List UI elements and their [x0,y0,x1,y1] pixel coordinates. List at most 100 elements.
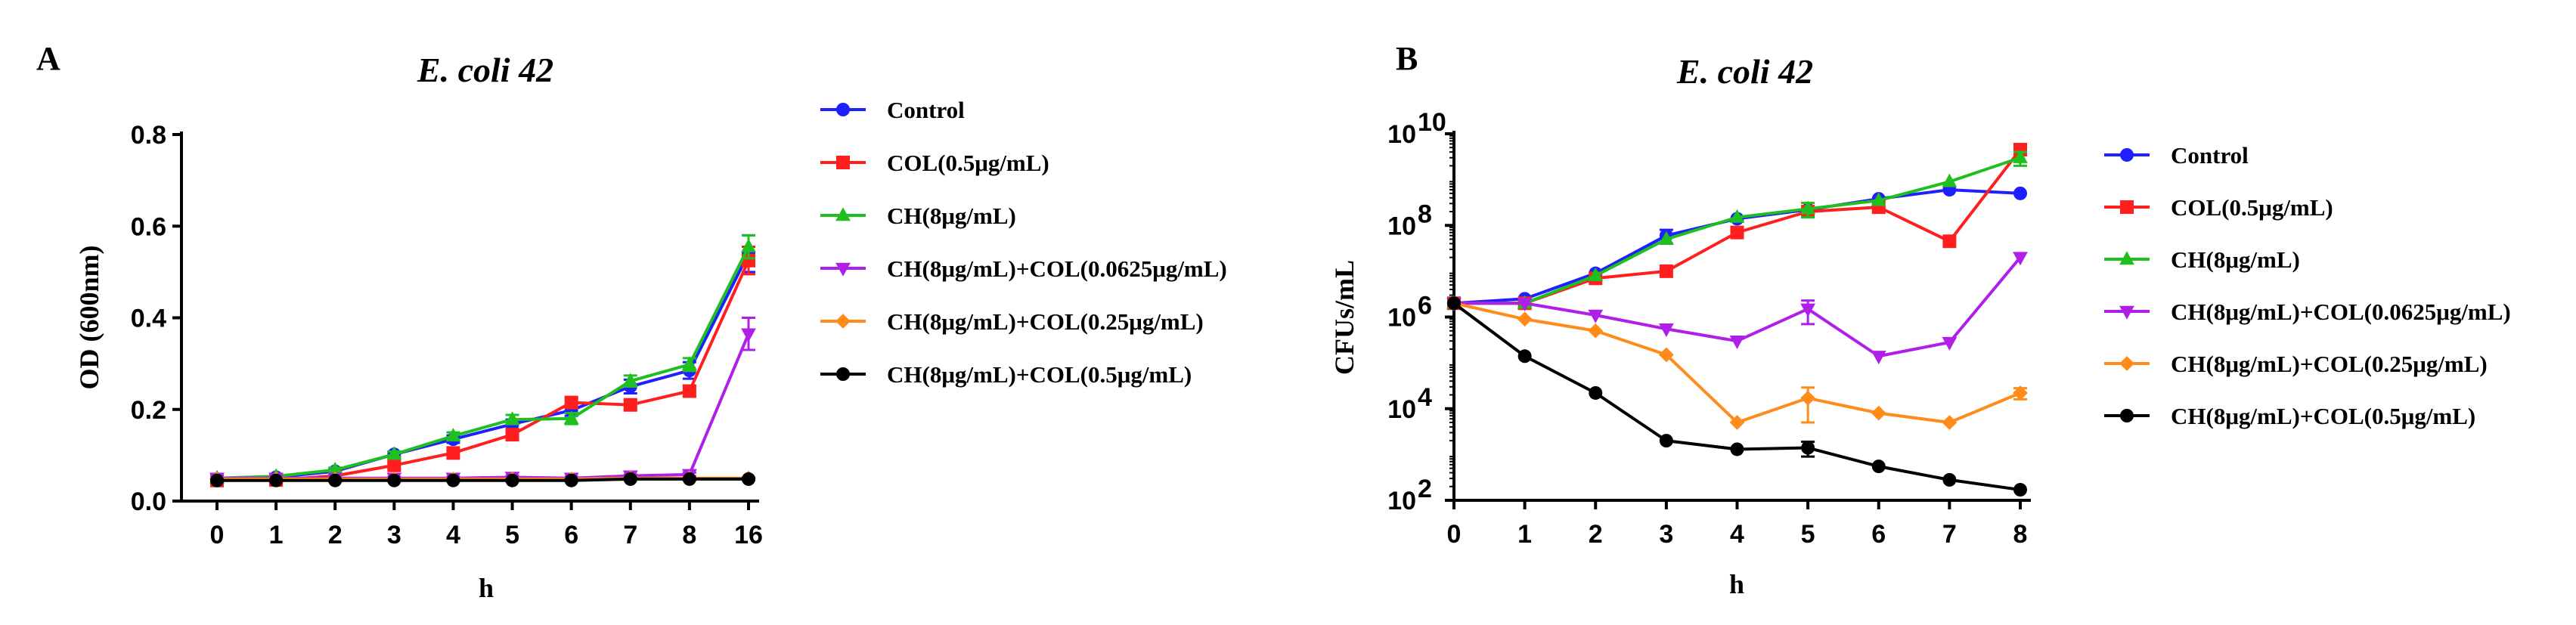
legend-label: CH(8μg/mL)+COL(0.25μg/mL) [887,308,1204,335]
legend-item: CH(8μg/mL)+COL(0.5μg/mL) [2104,403,2475,429]
y-tick-label: 10 [1387,212,1416,240]
x-tick-label: 5 [1801,520,1815,549]
x-tick-label: 0 [210,521,225,549]
legend-item: Control [820,97,965,123]
x-tick-label: 6 [564,521,578,549]
legend-swatch-marker [2120,409,2134,422]
legend-item: Control [2104,142,2249,169]
data-point [1800,390,1816,406]
series [210,472,755,487]
data-point [1730,225,1744,240]
legend-label: Control [887,97,965,123]
data-point [741,328,756,342]
x-tick-label: 0 [1447,520,1462,549]
x-tick-label: 16 [734,521,763,549]
legend-item: CH(8μg/mL)+COL(0.25μg/mL) [820,308,1204,335]
y-tick-label: 0.8 [131,121,166,150]
data-point [1942,173,1958,187]
data-point [682,384,696,398]
panel-a-y-label: OD (600nm) [74,246,104,390]
data-point [1801,441,1815,455]
data-point [741,238,756,252]
panel-a-legend: Control COL(0.5μg/mL) CH(8μg/mL) CH(8μg/mL)… [820,97,1227,388]
data-point [1659,434,1673,448]
data-point [1517,311,1533,327]
data-point [623,472,637,486]
data-point [387,473,401,487]
data-point [682,472,696,486]
data-point [681,356,697,370]
y-tick-exponent: 4 [1418,383,1432,412]
legend-swatch-marker [2120,200,2134,214]
legend-swatch-marker [836,103,850,116]
panel-b-title: E. coli 42 [1676,52,1813,91]
legend-item: CH(8μg/mL) [820,203,1016,229]
data-point [1588,267,1604,281]
x-tick-label: 1 [269,521,284,549]
x-tick-label: 5 [505,521,519,549]
series [1447,296,2027,497]
data-point [1942,415,1958,430]
legend-item: CH(8μg/mL)+COL(0.25μg/mL) [2104,351,2488,377]
panel-a-x-label: h [479,573,494,603]
data-point [1730,442,1744,456]
x-tick-label: 7 [623,521,637,549]
legend-item: CH(8μg/mL)+COL(0.0625μg/mL) [820,255,1227,282]
x-tick-label: 2 [1589,520,1603,549]
data-point [446,446,460,460]
series-line [217,477,749,482]
data-point [386,446,402,460]
data-point [1517,349,1532,364]
legend-swatch-marker [836,156,850,169]
data-point [564,473,578,487]
y-tick-label: 10 [1387,120,1416,149]
data-point [2013,149,2028,163]
x-tick-label: 8 [2013,520,2028,549]
data-point [1871,405,1886,421]
data-point [1800,200,1816,215]
legend-item: COL(0.5μg/mL) [2104,194,2333,221]
x-tick-label: 8 [682,521,696,549]
legend-item: COL(0.5μg/mL) [820,150,1049,176]
legend-label: COL(0.5μg/mL) [887,150,1049,176]
legend-item: CH(8μg/mL)+COL(0.0625μg/mL) [2104,299,2511,325]
data-point [2013,385,2028,401]
y-tick-label: 10 [1387,395,1416,424]
y-tick-label: 0.6 [131,212,166,241]
legend-swatch-marker [2119,305,2134,320]
y-tick-label: 0.2 [131,396,166,425]
series [1446,149,2028,309]
y-tick-label: 0.0 [131,487,166,516]
data-point [2013,483,2027,497]
legend-label: Control [2171,142,2249,169]
legend-label: CH(8μg/mL)+COL(0.25μg/mL) [2171,351,2488,377]
series [209,234,756,484]
series-line [216,246,750,480]
data-point [446,473,460,487]
series [209,317,756,487]
data-point [1942,472,1957,487]
x-tick-label: 4 [1730,520,1744,549]
y-tick-exponent: 10 [1418,108,1446,137]
legend-swatch-marker [2119,356,2134,371]
legend-swatch-marker [835,262,851,277]
y-tick-exponent: 8 [1418,200,1432,228]
data-point [1658,231,1674,245]
data-point [1447,296,1461,311]
panel-b-legend: Control COL(0.5μg/mL) CH(8μg/mL) CH(8μg/mL)… [2104,142,2511,429]
x-tick-label: 3 [387,521,401,549]
data-point [1589,385,1603,400]
data-point [1729,209,1745,223]
y-tick-exponent: 6 [1418,292,1432,320]
panel-b-letter: B [1396,40,1418,77]
series [1447,143,2027,311]
data-point [328,473,343,487]
series-line [217,333,750,480]
series [1446,252,2028,365]
data-point [622,373,638,387]
series-line [1453,188,2021,305]
data-point [1659,264,1673,278]
series [210,246,755,487]
